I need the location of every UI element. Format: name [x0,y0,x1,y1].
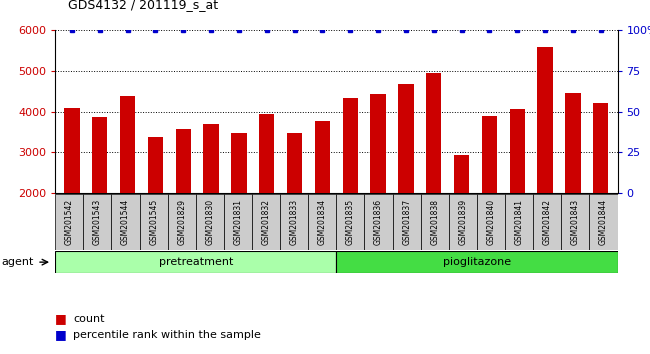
Bar [562,194,590,250]
Bar [259,114,274,274]
Bar [454,155,469,274]
Bar [140,194,168,250]
Bar [92,117,107,274]
Bar [448,194,477,250]
Bar [566,93,580,274]
Text: GSM201543: GSM201543 [93,199,102,245]
Bar [421,194,449,250]
Bar [337,251,618,273]
Text: pioglitazone: pioglitazone [443,257,511,267]
Bar [148,137,163,274]
Text: GSM201838: GSM201838 [430,199,439,245]
Bar [370,94,386,274]
Text: GSM201833: GSM201833 [290,199,299,245]
Text: GSM201830: GSM201830 [205,199,214,245]
Bar [398,84,413,274]
Text: GSM201844: GSM201844 [599,199,608,245]
Text: GSM201834: GSM201834 [318,199,327,245]
Bar [510,109,525,274]
Bar [533,194,561,250]
Bar [337,194,365,250]
Text: GSM201542: GSM201542 [65,199,74,245]
Text: GSM201832: GSM201832 [261,199,270,245]
Bar [112,194,140,250]
Text: pretreatment: pretreatment [159,257,233,267]
Bar [590,194,618,250]
Text: GSM201843: GSM201843 [571,199,580,245]
Bar [252,194,280,250]
Text: GSM201840: GSM201840 [486,199,495,245]
Bar [308,194,337,250]
Text: GSM201842: GSM201842 [543,199,552,245]
Bar [593,103,608,274]
Text: ■: ■ [55,312,67,325]
Text: GSM201836: GSM201836 [374,199,383,245]
Text: GSM201841: GSM201841 [515,199,524,245]
Bar [505,194,533,250]
Bar [477,194,505,250]
Bar [64,108,79,274]
Bar [426,73,441,274]
Text: ■: ■ [55,328,67,341]
Bar [287,133,302,274]
Bar [482,116,497,274]
Bar [224,194,252,250]
Bar [203,124,219,274]
Text: count: count [73,314,105,324]
Text: GSM201835: GSM201835 [346,199,355,245]
Bar [196,194,224,250]
Text: GSM201545: GSM201545 [149,199,158,245]
Text: GSM201837: GSM201837 [402,199,411,245]
Text: agent: agent [1,257,34,267]
Text: GSM201829: GSM201829 [177,199,187,245]
Bar [168,194,196,250]
Bar [280,194,308,250]
Bar [120,96,135,274]
Text: percentile rank within the sample: percentile rank within the sample [73,330,261,339]
Bar [83,194,112,250]
Bar [55,194,83,250]
Text: GSM201544: GSM201544 [121,199,130,245]
Text: GSM201839: GSM201839 [458,199,467,245]
Text: GDS4132 / 201119_s_at: GDS4132 / 201119_s_at [68,0,218,11]
Bar [176,130,191,274]
Text: GSM201831: GSM201831 [233,199,242,245]
Bar [231,133,246,274]
Bar [55,251,337,273]
Bar [315,121,330,274]
Bar [365,194,393,250]
Bar [538,47,552,274]
Bar [343,98,358,274]
Bar [393,194,421,250]
